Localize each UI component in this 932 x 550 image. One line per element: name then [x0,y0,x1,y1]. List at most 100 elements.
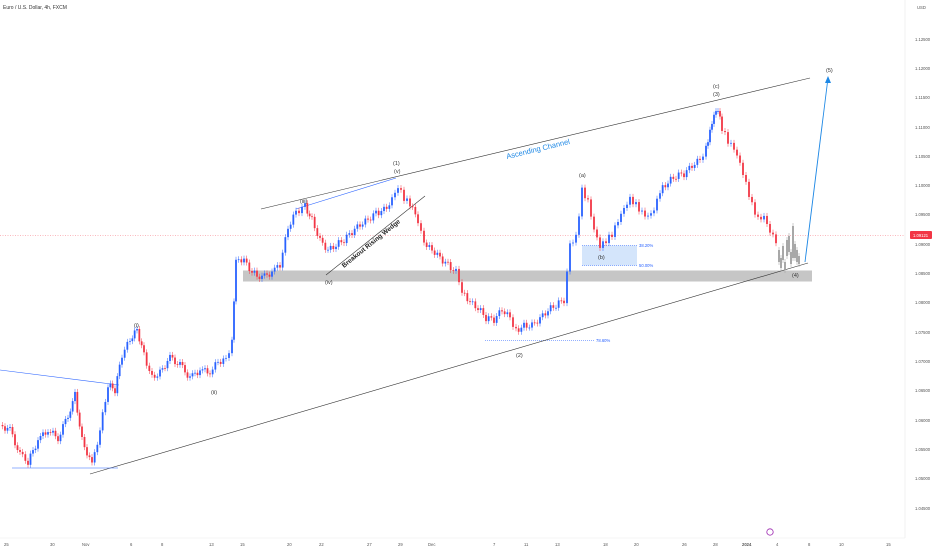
candle-body [411,206,414,208]
candle-body [772,232,774,235]
candle-body [11,427,14,435]
candle-body [599,237,601,248]
candle-body [222,358,225,364]
candle-body [304,203,306,207]
candle-body [555,307,557,309]
candle-body [181,362,184,366]
candle-body [186,372,189,378]
price-tick: 1.12000 [915,66,931,71]
candle-body [466,293,469,302]
candle-body [512,317,514,327]
wave5-projection-line[interactable] [804,77,829,263]
candle-body [563,300,565,304]
candle-body [329,245,332,250]
candle-body [487,316,490,322]
candle-body [99,430,101,445]
candle-body [391,197,393,206]
candle-body [506,312,509,315]
candle-body [469,301,471,303]
candle-body [201,369,204,371]
support-zone[interactable] [243,270,812,282]
candle-body [64,418,67,425]
candle-body [683,173,685,178]
candle-body [699,158,701,160]
candle-body [474,301,477,309]
candle-body [766,215,768,224]
wedge-upper-line[interactable] [295,177,397,210]
candle-body [136,329,138,331]
wave-ii-label: (ii) [211,390,217,396]
channel-lower-line[interactable] [89,262,809,475]
candle-body [525,322,528,328]
candle-body [340,240,343,243]
time-tick: 20 [634,542,639,547]
candle-body [29,453,32,465]
candle-body [225,357,227,359]
candle-body [647,215,649,217]
candle-body [760,216,762,220]
candle-body [49,432,52,433]
candle-body [763,215,765,220]
time-tick: 11 [524,542,529,547]
price-axis[interactable]: 1.12500 1.12000 1.11500 1.11000 1.10500 … [915,37,931,511]
candle-body [121,357,123,365]
candle-body [74,391,76,402]
candle-body [693,164,696,168]
candle-body [713,114,715,124]
candle-body [261,275,263,279]
candle-body [321,237,324,243]
time-axis[interactable]: 25 30 Nov 6 8 13 15 20 22 27 29 Dec 7 11… [4,542,891,547]
candle-body [581,187,583,217]
candle-body [788,236,790,252]
fib-retracement-box[interactable] [582,245,637,266]
candle-body [775,234,777,244]
candle-body [140,341,143,346]
candle-body [560,300,563,302]
candle-body [515,326,517,329]
price-tick: 1.04500 [915,506,931,511]
candle-body [86,447,88,456]
candle-body [428,245,431,247]
candle-body [316,228,319,236]
candle-body [536,322,539,324]
channel-upper-line[interactable] [260,77,811,210]
candle-body [664,185,667,188]
candle-body [482,308,485,315]
candle-body [461,282,463,293]
candle-body [69,411,72,418]
candle-body [796,250,798,262]
candle-body [569,243,571,272]
candle-body [611,234,613,237]
candle-body [184,365,186,373]
candle-body [251,271,253,273]
candle-body [54,430,57,437]
candle-body [151,370,153,375]
candle-body [490,316,493,318]
candle-body [88,455,91,458]
candle-body [501,310,503,312]
candle-body [406,198,408,201]
candle-body [709,129,711,143]
wedge-lower-line[interactable] [325,195,426,276]
candle-body [153,374,156,378]
candle-body [677,172,680,179]
candle-body [409,198,411,207]
candle-body [319,235,321,238]
candle-body [284,237,287,253]
candle-body [790,252,792,264]
candle-body [417,214,419,224]
candle-body [452,270,455,271]
candle-body [593,216,595,230]
candle-body [34,448,37,451]
candle-body [531,322,533,328]
candle-body [295,210,297,215]
candle-body [742,162,744,175]
candle-body [528,327,531,329]
current-price-badge [910,231,932,239]
event-marker-icon[interactable] [766,528,774,536]
triangle-upper-line[interactable] [0,369,120,386]
candle-body [109,383,112,388]
candle-body [463,292,466,294]
candle-body [397,188,399,193]
